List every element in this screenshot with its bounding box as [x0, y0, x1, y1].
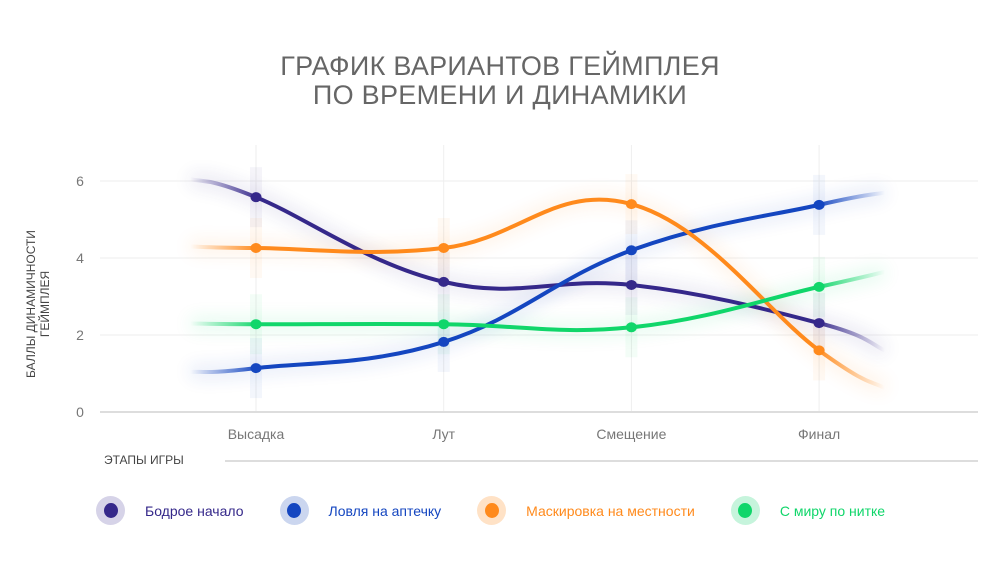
legend-item[interactable]: С миру по нитке — [730, 496, 886, 525]
y-tick-label: 4 — [76, 250, 84, 266]
legend-item[interactable]: Маскировка на местности — [477, 496, 695, 525]
y-tick-label: 2 — [76, 327, 84, 343]
chart-title: ГРАФИК ВАРИАНТОВ ГЕЙМПЛЕЯ ПО ВРЕМЕНИ И Д… — [0, 52, 1000, 110]
data-point — [625, 322, 637, 333]
y-axis-label-line-1: БАЛЛЫ ДИНАМИЧНОСТИ — [24, 230, 38, 378]
y-axis-label-line-2: ГЕЙМПЛЕЯ — [38, 270, 52, 338]
y-tick-label: 6 — [76, 173, 84, 189]
x-tick-label: Лут — [432, 426, 455, 442]
x-axis-label: ЭТАПЫ ИГРЫ — [104, 453, 184, 467]
data-point — [813, 318, 825, 329]
data-point — [813, 281, 825, 292]
data-point — [250, 242, 262, 253]
legend-marker-icon — [477, 496, 507, 525]
legend-marker-icon — [96, 496, 125, 525]
x-tick-label: Финал — [798, 426, 840, 442]
legend-marker-icon — [730, 496, 760, 525]
y-tick-label: 0 — [76, 404, 84, 420]
data-point — [250, 192, 262, 203]
legend-item[interactable]: Бодрое начало — [96, 496, 244, 525]
data-point — [438, 276, 450, 287]
legend-label: Маскировка на местности — [526, 502, 695, 519]
data-point — [625, 245, 637, 256]
legend-label: С миру по нитке — [779, 502, 886, 519]
legend-label: Ловля на аптечку — [328, 502, 442, 519]
data-point — [250, 319, 262, 330]
data-point — [250, 363, 262, 374]
y-axis-label: БАЛЛЫ ДИНАМИЧНОСТИ ГЕЙМПЛЕЯ — [24, 204, 52, 404]
data-point — [438, 319, 450, 330]
legend-marker-icon — [279, 496, 309, 525]
x-tick-label: Высадка — [228, 426, 285, 442]
chart-title-line-2: ПО ВРЕМЕНИ И ДИНАМИКИ — [312, 80, 688, 110]
x-tick-label: Смещение — [596, 426, 666, 442]
legend-item[interactable]: Ловля на аптечку — [279, 496, 442, 525]
data-point — [625, 279, 637, 290]
legend-label: Бодрое начало — [145, 502, 244, 519]
chart-title-line-1: ГРАФИК ВАРИАНТОВ ГЕЙМПЛЕЯ — [280, 51, 720, 81]
data-point — [813, 199, 825, 210]
legend: Бодрое начало Ловля на аптечку Маскировка … — [96, 496, 921, 525]
data-point — [813, 345, 825, 356]
data-point — [438, 242, 450, 253]
data-point — [625, 199, 637, 210]
data-point — [438, 336, 450, 347]
